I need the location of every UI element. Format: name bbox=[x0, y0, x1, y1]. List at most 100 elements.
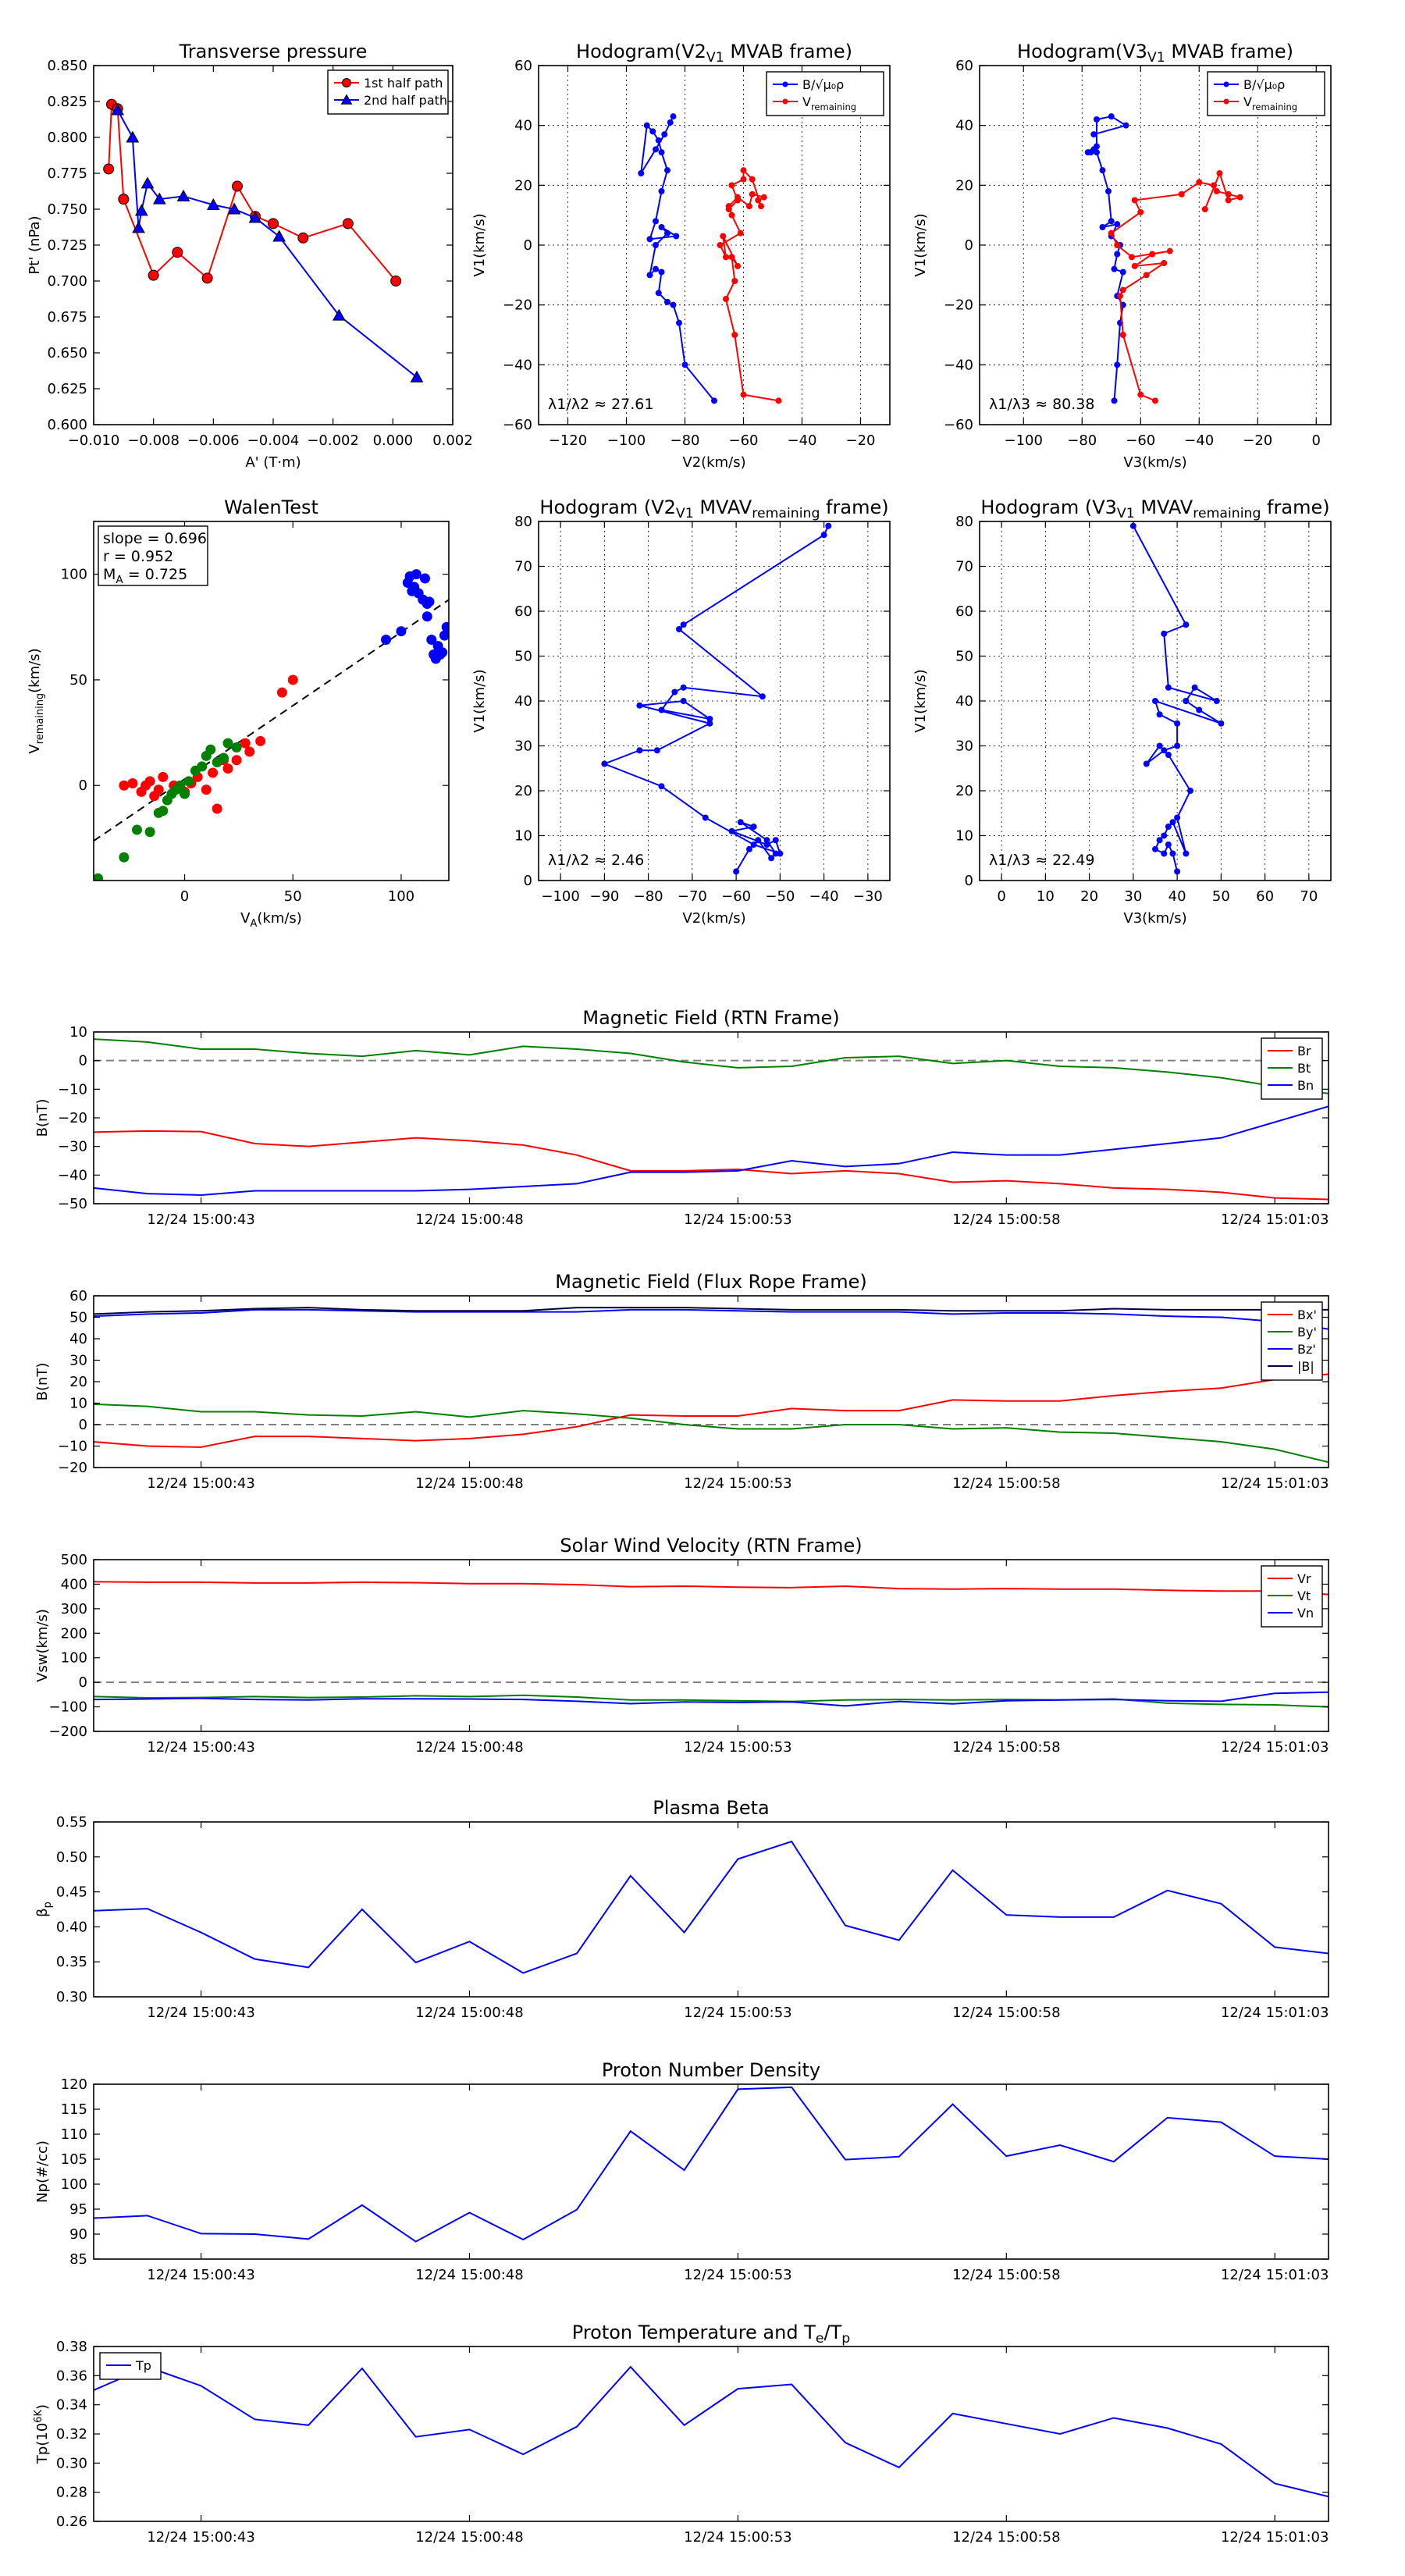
transverse_pressure-chart: Transverse pressure−0.010 −0.008 −0.006 −0.… bbox=[27, 41, 473, 471]
dot-marker bbox=[231, 742, 242, 753]
triangle-marker bbox=[140, 176, 155, 189]
dot-marker bbox=[731, 332, 738, 338]
chart-title: Solar Wind Velocity (RTN Frame) bbox=[560, 1535, 862, 1557]
grid-lines bbox=[980, 521, 1331, 881]
stats-line: slope = 0.696 bbox=[103, 530, 207, 547]
chart-title: Magnetic Field (Flux Rope Frame) bbox=[555, 1271, 866, 1293]
mag_rtn-chart: Magnetic Field (RTN Frame)12/24 15:00:43… bbox=[34, 1007, 1329, 1228]
series-Np bbox=[94, 2086, 1329, 2243]
series-B/√μ₀ρ bbox=[638, 113, 717, 404]
x-tick-label: 12/24 15:00:48 bbox=[415, 1475, 523, 1492]
legend-label: Bz' bbox=[1297, 1342, 1316, 1357]
text-span: MVAV bbox=[694, 496, 752, 518]
dot-marker bbox=[1131, 262, 1138, 269]
text-span: remaining bbox=[1252, 101, 1297, 112]
dot-marker bbox=[671, 688, 678, 696]
dot-marker bbox=[1119, 269, 1126, 276]
y-tick-label: 90 bbox=[69, 2226, 87, 2243]
x-tick-label: 0.000 bbox=[373, 432, 414, 449]
x-tick-label: −30 bbox=[853, 888, 883, 905]
y-tick-label: 0 bbox=[524, 873, 532, 889]
y-tick-label: 500 bbox=[61, 1552, 87, 1568]
y-tick-label: 60 bbox=[955, 603, 973, 620]
x-tick-label: −0.004 bbox=[247, 432, 300, 449]
lambda-annotation: λ1/λ2 ≈ 27.61 bbox=[548, 396, 653, 413]
x-tick-label: −100 bbox=[541, 888, 579, 905]
y-tick-label: 0 bbox=[965, 873, 973, 889]
y-tick-label: −40 bbox=[58, 1167, 87, 1183]
y-tick-label: 10 bbox=[514, 828, 532, 845]
dot-marker bbox=[422, 611, 432, 622]
chart-title: Hodogram (V3V1 MVAVremaining frame) bbox=[980, 496, 1329, 521]
dot-marker bbox=[664, 229, 670, 237]
x-tick-label: 12/24 15:00:43 bbox=[147, 1212, 254, 1228]
hodogram_v3v1_mvab-chart: Hodogram(V3V1 MVAB frame) −100 −80 −60 −40 −2… bbox=[912, 41, 1332, 471]
dot-marker bbox=[664, 167, 670, 174]
text-span: V bbox=[27, 744, 43, 754]
dot-marker bbox=[735, 197, 741, 204]
dot-marker bbox=[1223, 81, 1229, 87]
y-tick-label: 105 bbox=[61, 2151, 87, 2168]
dot-marker bbox=[772, 850, 779, 857]
y-tick-label: 30 bbox=[514, 738, 532, 755]
dot-marker bbox=[749, 190, 756, 197]
chart-title: Proton Temperature and Te/Tp bbox=[572, 2322, 850, 2347]
y-tick-label: −60 bbox=[944, 417, 973, 433]
dot-marker bbox=[653, 146, 659, 153]
chart-title: Plasma Beta bbox=[653, 1797, 769, 1819]
y-tick-label: 0.800 bbox=[47, 130, 87, 146]
y-axis-label: Pt' (nPa) bbox=[27, 215, 43, 274]
text-span: A bbox=[251, 918, 258, 930]
dot-marker bbox=[1094, 143, 1100, 150]
dot-marker bbox=[1114, 361, 1121, 368]
text-span: /T bbox=[824, 2322, 842, 2343]
series-V bbox=[1129, 522, 1225, 875]
x-tick-label: −0.010 bbox=[68, 432, 120, 449]
dot-marker bbox=[760, 194, 767, 201]
ticks: 12/24 15:00:43 12/24 15:00:48 12/24 15:00:… bbox=[58, 1024, 1329, 1228]
series-line bbox=[94, 1694, 1329, 1708]
x-tick-label: 12/24 15:00:53 bbox=[684, 2267, 791, 2283]
dot-marker bbox=[1236, 194, 1243, 201]
dot-marker bbox=[655, 137, 662, 144]
text-span: remaining bbox=[1193, 506, 1261, 521]
y-tick-label: 80 bbox=[955, 514, 973, 530]
text-span: Bn bbox=[1297, 1078, 1314, 1093]
series-line bbox=[94, 1691, 1329, 1707]
x-tick-label: 12/24 15:01:03 bbox=[1221, 1739, 1329, 1756]
dot-marker bbox=[218, 753, 229, 763]
dot-marker bbox=[746, 845, 752, 852]
dot-marker bbox=[212, 803, 222, 814]
axes-frame bbox=[93, 2346, 1329, 2522]
y-tick-label: 10 bbox=[69, 1024, 87, 1041]
dot-marker bbox=[1108, 229, 1115, 237]
text-span: V1(km/s) bbox=[471, 213, 488, 276]
dot-marker bbox=[1174, 868, 1181, 875]
y-tick-label: −100 bbox=[49, 1699, 87, 1716]
dot-marker bbox=[205, 744, 216, 755]
legend-label: 2nd half path bbox=[364, 93, 447, 108]
series-|B| bbox=[94, 1307, 1329, 1315]
y-tick-label: 100 bbox=[61, 1650, 87, 1667]
x-tick-label: −0.002 bbox=[307, 432, 359, 449]
y-tick-label: 10 bbox=[955, 828, 973, 845]
series-line bbox=[94, 2086, 1329, 2243]
triangle-marker bbox=[126, 130, 140, 143]
dot-marker bbox=[825, 522, 832, 529]
x-tick-label: −80 bbox=[670, 432, 700, 449]
dot-marker bbox=[1111, 397, 1118, 404]
y-tick-label: 0.725 bbox=[47, 237, 87, 254]
x-tick-label: 12/24 15:00:58 bbox=[952, 1475, 1060, 1492]
text-span: Vr bbox=[1297, 1571, 1311, 1586]
dot-marker bbox=[119, 852, 130, 863]
legend-label: Vt bbox=[1297, 1589, 1311, 1603]
text-span: Transverse pressure bbox=[179, 41, 368, 62]
dot-marker bbox=[681, 361, 688, 368]
dot-marker bbox=[144, 776, 155, 787]
series-line bbox=[1085, 116, 1128, 401]
ticks: 12/24 15:00:43 12/24 15:00:48 12/24 15:00:… bbox=[61, 2076, 1329, 2283]
dot-marker bbox=[1129, 254, 1135, 261]
x-tick-label: −70 bbox=[678, 888, 707, 905]
x-axis-label: V2(km/s) bbox=[682, 910, 745, 927]
